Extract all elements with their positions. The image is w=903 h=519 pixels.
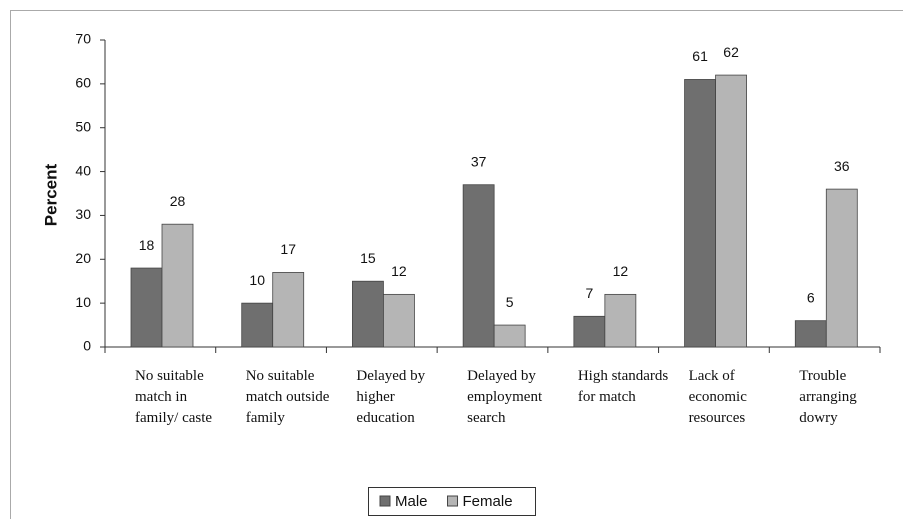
x-tick-label: High standards for match — [577, 368, 669, 405]
chart-frame — [10, 10, 903, 519]
y-tick-label: 50 — [75, 118, 91, 134]
x-tick-label: Trouble arranging dowry — [799, 368, 857, 426]
value-label: 12 — [391, 263, 407, 279]
bar — [493, 324, 526, 348]
value-label: 17 — [280, 241, 296, 257]
y-tick-label: 20 — [75, 250, 91, 266]
bar — [715, 74, 747, 348]
value-label: 6 — [807, 289, 815, 305]
legend-swatch — [379, 495, 391, 507]
value-label: 28 — [170, 193, 186, 209]
bar — [684, 79, 716, 348]
x-tick-label: Lack of economic resources — [688, 368, 747, 426]
value-label: 12 — [613, 263, 629, 279]
bar — [272, 272, 305, 348]
y-tick-label: 30 — [75, 206, 91, 222]
x-tick-label: No suitable match outside family — [245, 368, 330, 426]
bar — [573, 315, 606, 348]
legend-label: Female — [463, 493, 513, 510]
y-tick-label: 0 — [83, 338, 91, 354]
bar — [794, 320, 827, 348]
bar — [241, 302, 274, 348]
value-label: 7 — [585, 285, 593, 301]
y-tick-label: 10 — [75, 294, 91, 310]
value-label: 37 — [471, 153, 487, 169]
bar — [383, 293, 415, 348]
y-tick-label: 70 — [75, 31, 91, 47]
bar — [130, 267, 163, 348]
value-label: 61 — [692, 48, 708, 64]
value-label: 62 — [723, 44, 739, 60]
value-label: 15 — [360, 250, 376, 266]
bar — [462, 184, 495, 348]
value-label: 18 — [139, 237, 155, 253]
value-label: 10 — [249, 272, 265, 288]
legend-swatch — [447, 495, 459, 507]
legend-label: Male — [395, 493, 428, 510]
bar — [604, 293, 637, 348]
y-tick-label: 40 — [75, 162, 91, 178]
bar — [825, 188, 858, 348]
x-tick-label: Delayed by higher education — [356, 368, 426, 426]
y-axis-label: Percent — [41, 163, 60, 226]
bar — [352, 280, 384, 348]
x-tick-label: No suitable match in family/ caste — [135, 368, 213, 426]
y-tick-label: 60 — [75, 75, 91, 91]
x-tick-label: Delayed by employment search — [467, 368, 543, 426]
bar — [161, 223, 194, 348]
value-label: 5 — [506, 294, 514, 310]
value-label: 36 — [834, 158, 850, 174]
